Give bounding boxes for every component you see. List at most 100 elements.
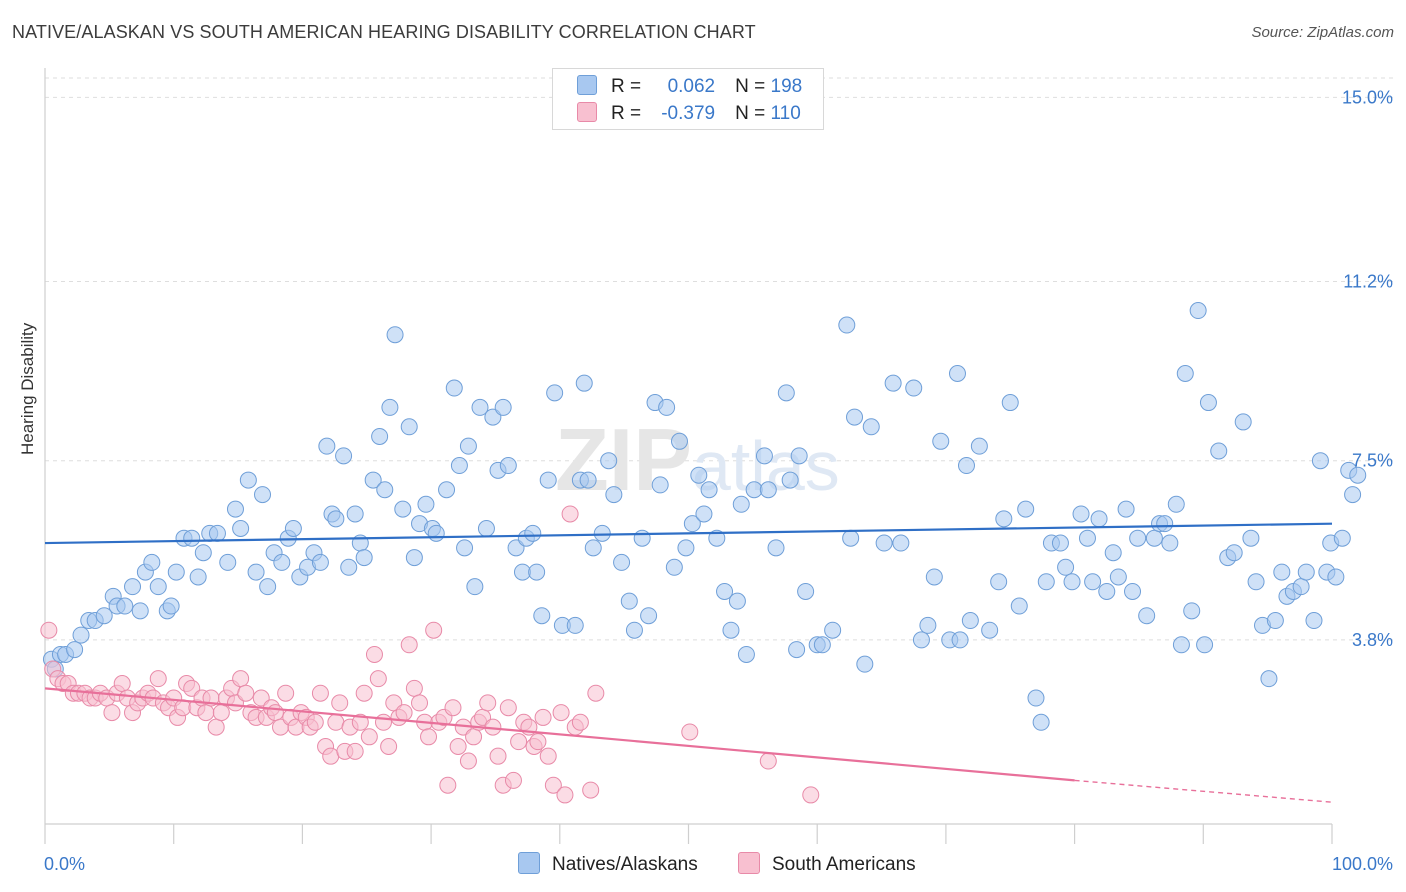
data-point [346, 742, 364, 760]
data-point [1057, 558, 1075, 576]
data-point [66, 641, 84, 659]
data-point [539, 747, 557, 765]
data-point [544, 776, 562, 794]
data-point [948, 364, 966, 382]
data-point [351, 713, 369, 731]
data-point [961, 612, 979, 630]
data-point [1311, 452, 1329, 470]
data-point [450, 457, 468, 475]
data-point [912, 631, 930, 649]
trend-line-south-americans-extension [1074, 779, 1333, 803]
data-point [1084, 573, 1102, 591]
data-point [232, 520, 250, 538]
data-point [259, 578, 277, 596]
data-point [374, 713, 392, 731]
trend-line-south-americans [44, 687, 1075, 782]
data-point [716, 582, 734, 600]
y-tick-labels: 3.8% 7.5% 11.2% 15.0% [1342, 87, 1393, 650]
data-point [651, 476, 669, 494]
data-point [970, 437, 988, 455]
data-point [212, 704, 230, 722]
data-point [232, 670, 250, 688]
data-point [494, 398, 512, 416]
data-point [417, 495, 435, 513]
data-point [477, 520, 495, 538]
data-point [369, 670, 387, 688]
data-point [1027, 689, 1045, 707]
data-point [732, 495, 750, 513]
data-point [575, 374, 593, 392]
data-point [677, 539, 695, 557]
data-point [131, 602, 149, 620]
data-point [1010, 597, 1028, 615]
data-point [524, 524, 542, 542]
legend-swatch-south-americans [577, 102, 597, 122]
data-point [925, 568, 943, 586]
data-point [355, 684, 373, 702]
bottom-legend-swatch-south-americans [738, 852, 760, 874]
data-point [149, 578, 167, 596]
data-point [695, 505, 713, 523]
y-tick-label: 15.0% [1342, 87, 1393, 107]
trend-line-natives [44, 522, 1333, 545]
data-point [1063, 573, 1081, 591]
data-point [1098, 582, 1116, 600]
data-point [737, 645, 755, 663]
data-point [425, 621, 443, 639]
data-point [306, 713, 324, 731]
data-point [400, 418, 418, 436]
y-axis-label: Hearing Disability [18, 322, 37, 455]
data-point [813, 636, 831, 654]
legend-r-label: R = [611, 103, 642, 124]
data-point [981, 621, 999, 639]
data-point [346, 505, 364, 523]
y-tick-label: 11.2% [1343, 271, 1393, 291]
data-point [1104, 544, 1122, 562]
data-point [1124, 582, 1142, 600]
data-point [420, 728, 438, 746]
data-point [273, 553, 291, 571]
data-point [919, 616, 937, 634]
data-point [207, 718, 225, 736]
data-point [465, 728, 483, 746]
data-point [149, 670, 167, 688]
data-point [183, 529, 201, 547]
legend-r-value: 0.062 [667, 76, 716, 97]
data-point [247, 563, 265, 581]
data-point [1117, 500, 1135, 518]
grid-lines [45, 77, 1395, 641]
data-point [510, 733, 528, 751]
data-point [208, 524, 226, 542]
data-point [504, 771, 522, 789]
data-point [219, 553, 237, 571]
data-point [376, 481, 394, 499]
data-point [499, 457, 517, 475]
data-point [1129, 529, 1147, 547]
data-point [237, 684, 255, 702]
data-point [1051, 534, 1069, 552]
data-point [405, 549, 423, 567]
data-point [990, 573, 1008, 591]
data-point [781, 471, 799, 489]
data-point [318, 437, 336, 455]
data-point [1225, 544, 1243, 562]
legend-r-value: -0.379 [661, 103, 716, 124]
data-point [1297, 563, 1315, 581]
data-point [546, 384, 564, 402]
trend-lines [44, 522, 1333, 803]
data-point [790, 447, 808, 465]
data-point [456, 539, 474, 557]
data-point [640, 607, 658, 625]
data-point [633, 529, 651, 547]
data-point [1172, 636, 1190, 654]
x-tick-label: 0.0% [44, 854, 85, 874]
bottom-legend-south-americans: South Americans [738, 852, 916, 876]
data-point [438, 481, 456, 499]
data-point [1161, 534, 1179, 552]
data-point [582, 781, 600, 799]
data-point [846, 408, 864, 426]
data-point [579, 471, 597, 489]
source-label: Source: ZipAtlas.com [1251, 24, 1394, 41]
legend-swatch-natives [577, 75, 597, 95]
data-point [360, 728, 378, 746]
